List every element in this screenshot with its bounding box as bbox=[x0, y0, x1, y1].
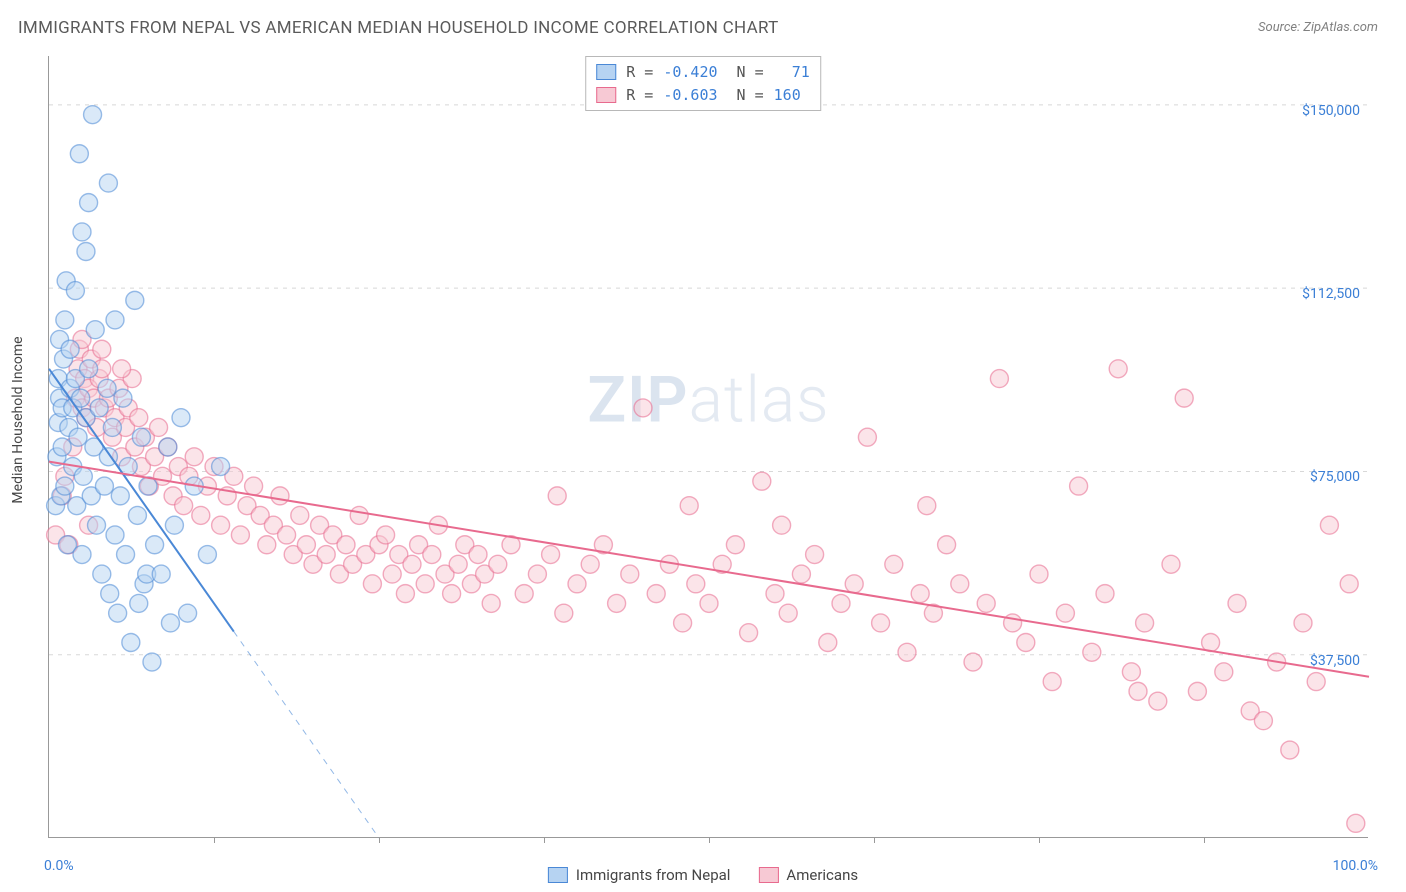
n-value-nepal: 71 bbox=[774, 61, 810, 84]
y-tick-label: $150,000 bbox=[1280, 103, 1360, 119]
r-label: R = bbox=[626, 84, 653, 107]
n-label: N = bbox=[728, 61, 764, 84]
n-label: N = bbox=[728, 84, 764, 107]
stats-row-nepal: R = -0.420 N = 71 bbox=[596, 61, 810, 84]
swatch-americans bbox=[596, 87, 616, 103]
x-min-label: 0.0% bbox=[44, 858, 74, 874]
swatch-nepal bbox=[596, 64, 616, 80]
y-tick-label: $75,000 bbox=[1280, 469, 1360, 485]
chart-title: IMMIGRANTS FROM NEPAL VS AMERICAN MEDIAN… bbox=[18, 18, 779, 38]
legend-label-nepal: Immigrants from Nepal bbox=[576, 866, 731, 884]
r-label: R = bbox=[626, 61, 653, 84]
x-tick bbox=[1204, 837, 1205, 843]
legend-swatch-nepal bbox=[548, 867, 568, 883]
x-tick bbox=[379, 837, 380, 843]
legend-item-nepal: Immigrants from Nepal bbox=[548, 866, 731, 884]
n-value-americans: 160 bbox=[774, 84, 801, 107]
stats-row-americans: R = -0.603 N = 160 bbox=[596, 84, 810, 107]
legend-item-americans: Americans bbox=[758, 866, 858, 884]
x-tick bbox=[214, 837, 215, 843]
scatter-svg bbox=[49, 56, 1368, 837]
y-tick-label: $37,500 bbox=[1280, 653, 1360, 669]
plot-area: ZIPatlas $37,500$75,000$112,500$150,000 bbox=[48, 56, 1368, 838]
y-axis-title: Median Household Income bbox=[10, 336, 26, 503]
legend-swatch-americans bbox=[758, 867, 778, 883]
x-tick bbox=[709, 837, 710, 843]
stats-legend: R = -0.420 N = 71 R = -0.603 N = 160 bbox=[585, 56, 821, 111]
series-legend: Immigrants from Nepal Americans bbox=[548, 866, 858, 884]
x-max-label: 100.0% bbox=[1333, 858, 1378, 874]
x-tick bbox=[544, 837, 545, 843]
r-value-nepal: -0.420 bbox=[663, 61, 717, 84]
x-tick bbox=[874, 837, 875, 843]
r-value-americans: -0.603 bbox=[663, 84, 717, 107]
y-tick-label: $112,500 bbox=[1280, 286, 1360, 302]
source-label: Source: ZipAtlas.com bbox=[1258, 20, 1378, 35]
legend-label-americans: Americans bbox=[786, 866, 858, 884]
x-tick bbox=[1039, 837, 1040, 843]
correlation-chart: IMMIGRANTS FROM NEPAL VS AMERICAN MEDIAN… bbox=[0, 0, 1406, 892]
